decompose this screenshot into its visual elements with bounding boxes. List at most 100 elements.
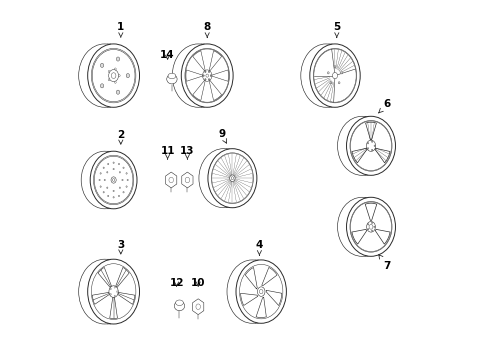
Polygon shape [186, 70, 202, 81]
Polygon shape [256, 297, 266, 318]
Ellipse shape [259, 289, 263, 294]
Polygon shape [209, 51, 221, 71]
Ellipse shape [111, 73, 116, 78]
Ellipse shape [371, 230, 373, 231]
Ellipse shape [88, 44, 140, 107]
Ellipse shape [91, 48, 136, 103]
Polygon shape [92, 292, 109, 304]
Ellipse shape [167, 75, 177, 84]
Ellipse shape [185, 48, 229, 103]
Ellipse shape [113, 190, 114, 192]
Ellipse shape [115, 68, 116, 70]
Ellipse shape [119, 187, 121, 189]
Ellipse shape [114, 295, 115, 297]
Text: 7: 7 [379, 255, 391, 271]
Ellipse shape [350, 202, 392, 252]
Ellipse shape [313, 48, 357, 103]
Ellipse shape [175, 300, 183, 306]
Polygon shape [182, 172, 193, 188]
Ellipse shape [113, 162, 114, 163]
Ellipse shape [126, 172, 127, 174]
Ellipse shape [211, 153, 253, 204]
Ellipse shape [108, 195, 109, 197]
Ellipse shape [368, 229, 369, 230]
Text: 3: 3 [117, 240, 124, 254]
Ellipse shape [212, 153, 253, 203]
Ellipse shape [367, 221, 375, 232]
Ellipse shape [240, 264, 283, 319]
Ellipse shape [122, 179, 123, 181]
Text: 5: 5 [333, 22, 341, 37]
Ellipse shape [110, 293, 111, 295]
Text: 9: 9 [218, 129, 226, 143]
Ellipse shape [112, 179, 115, 181]
Ellipse shape [100, 172, 101, 174]
Ellipse shape [90, 151, 137, 209]
Text: 6: 6 [379, 99, 391, 113]
Ellipse shape [109, 69, 119, 82]
Ellipse shape [203, 75, 204, 76]
Ellipse shape [115, 81, 116, 83]
Ellipse shape [205, 71, 206, 73]
Ellipse shape [314, 49, 356, 102]
Ellipse shape [346, 116, 395, 175]
Polygon shape [193, 299, 204, 315]
Ellipse shape [94, 156, 133, 204]
Text: 2: 2 [117, 130, 124, 144]
Ellipse shape [371, 222, 373, 224]
Ellipse shape [91, 264, 136, 319]
Ellipse shape [118, 163, 120, 165]
Ellipse shape [119, 171, 121, 173]
Polygon shape [262, 267, 277, 285]
Ellipse shape [371, 141, 373, 143]
Ellipse shape [88, 259, 140, 324]
Text: 1: 1 [117, 22, 124, 37]
Text: 10: 10 [191, 278, 205, 288]
Ellipse shape [127, 179, 128, 181]
Ellipse shape [123, 192, 124, 193]
Ellipse shape [108, 71, 110, 72]
Ellipse shape [107, 171, 108, 173]
Text: 12: 12 [170, 278, 184, 288]
Ellipse shape [208, 78, 210, 80]
Ellipse shape [206, 74, 209, 77]
Ellipse shape [99, 179, 100, 181]
Ellipse shape [333, 72, 338, 79]
Polygon shape [266, 290, 282, 306]
Polygon shape [375, 229, 390, 244]
Ellipse shape [334, 66, 336, 68]
Ellipse shape [350, 120, 392, 171]
Ellipse shape [181, 44, 233, 107]
Text: 8: 8 [203, 22, 211, 37]
Text: 4: 4 [256, 240, 263, 255]
Polygon shape [245, 267, 257, 289]
Ellipse shape [202, 70, 212, 81]
Ellipse shape [109, 286, 118, 297]
Ellipse shape [236, 260, 286, 323]
Ellipse shape [100, 84, 104, 88]
Polygon shape [98, 267, 112, 288]
Ellipse shape [103, 192, 104, 193]
Ellipse shape [123, 167, 124, 168]
Polygon shape [166, 172, 177, 188]
Ellipse shape [350, 201, 392, 252]
Ellipse shape [230, 175, 235, 181]
Polygon shape [193, 80, 205, 100]
Ellipse shape [116, 57, 120, 61]
Ellipse shape [257, 287, 265, 296]
Text: 14: 14 [160, 50, 175, 60]
Ellipse shape [367, 140, 376, 152]
Ellipse shape [113, 197, 114, 198]
Ellipse shape [185, 49, 229, 102]
Ellipse shape [108, 79, 110, 81]
Ellipse shape [126, 73, 129, 78]
Polygon shape [212, 70, 228, 81]
Ellipse shape [208, 71, 210, 73]
Ellipse shape [346, 197, 395, 256]
Ellipse shape [114, 287, 115, 288]
Text: 13: 13 [180, 146, 195, 159]
Ellipse shape [118, 195, 120, 197]
Ellipse shape [116, 90, 120, 94]
Ellipse shape [231, 177, 234, 180]
Ellipse shape [113, 168, 114, 170]
